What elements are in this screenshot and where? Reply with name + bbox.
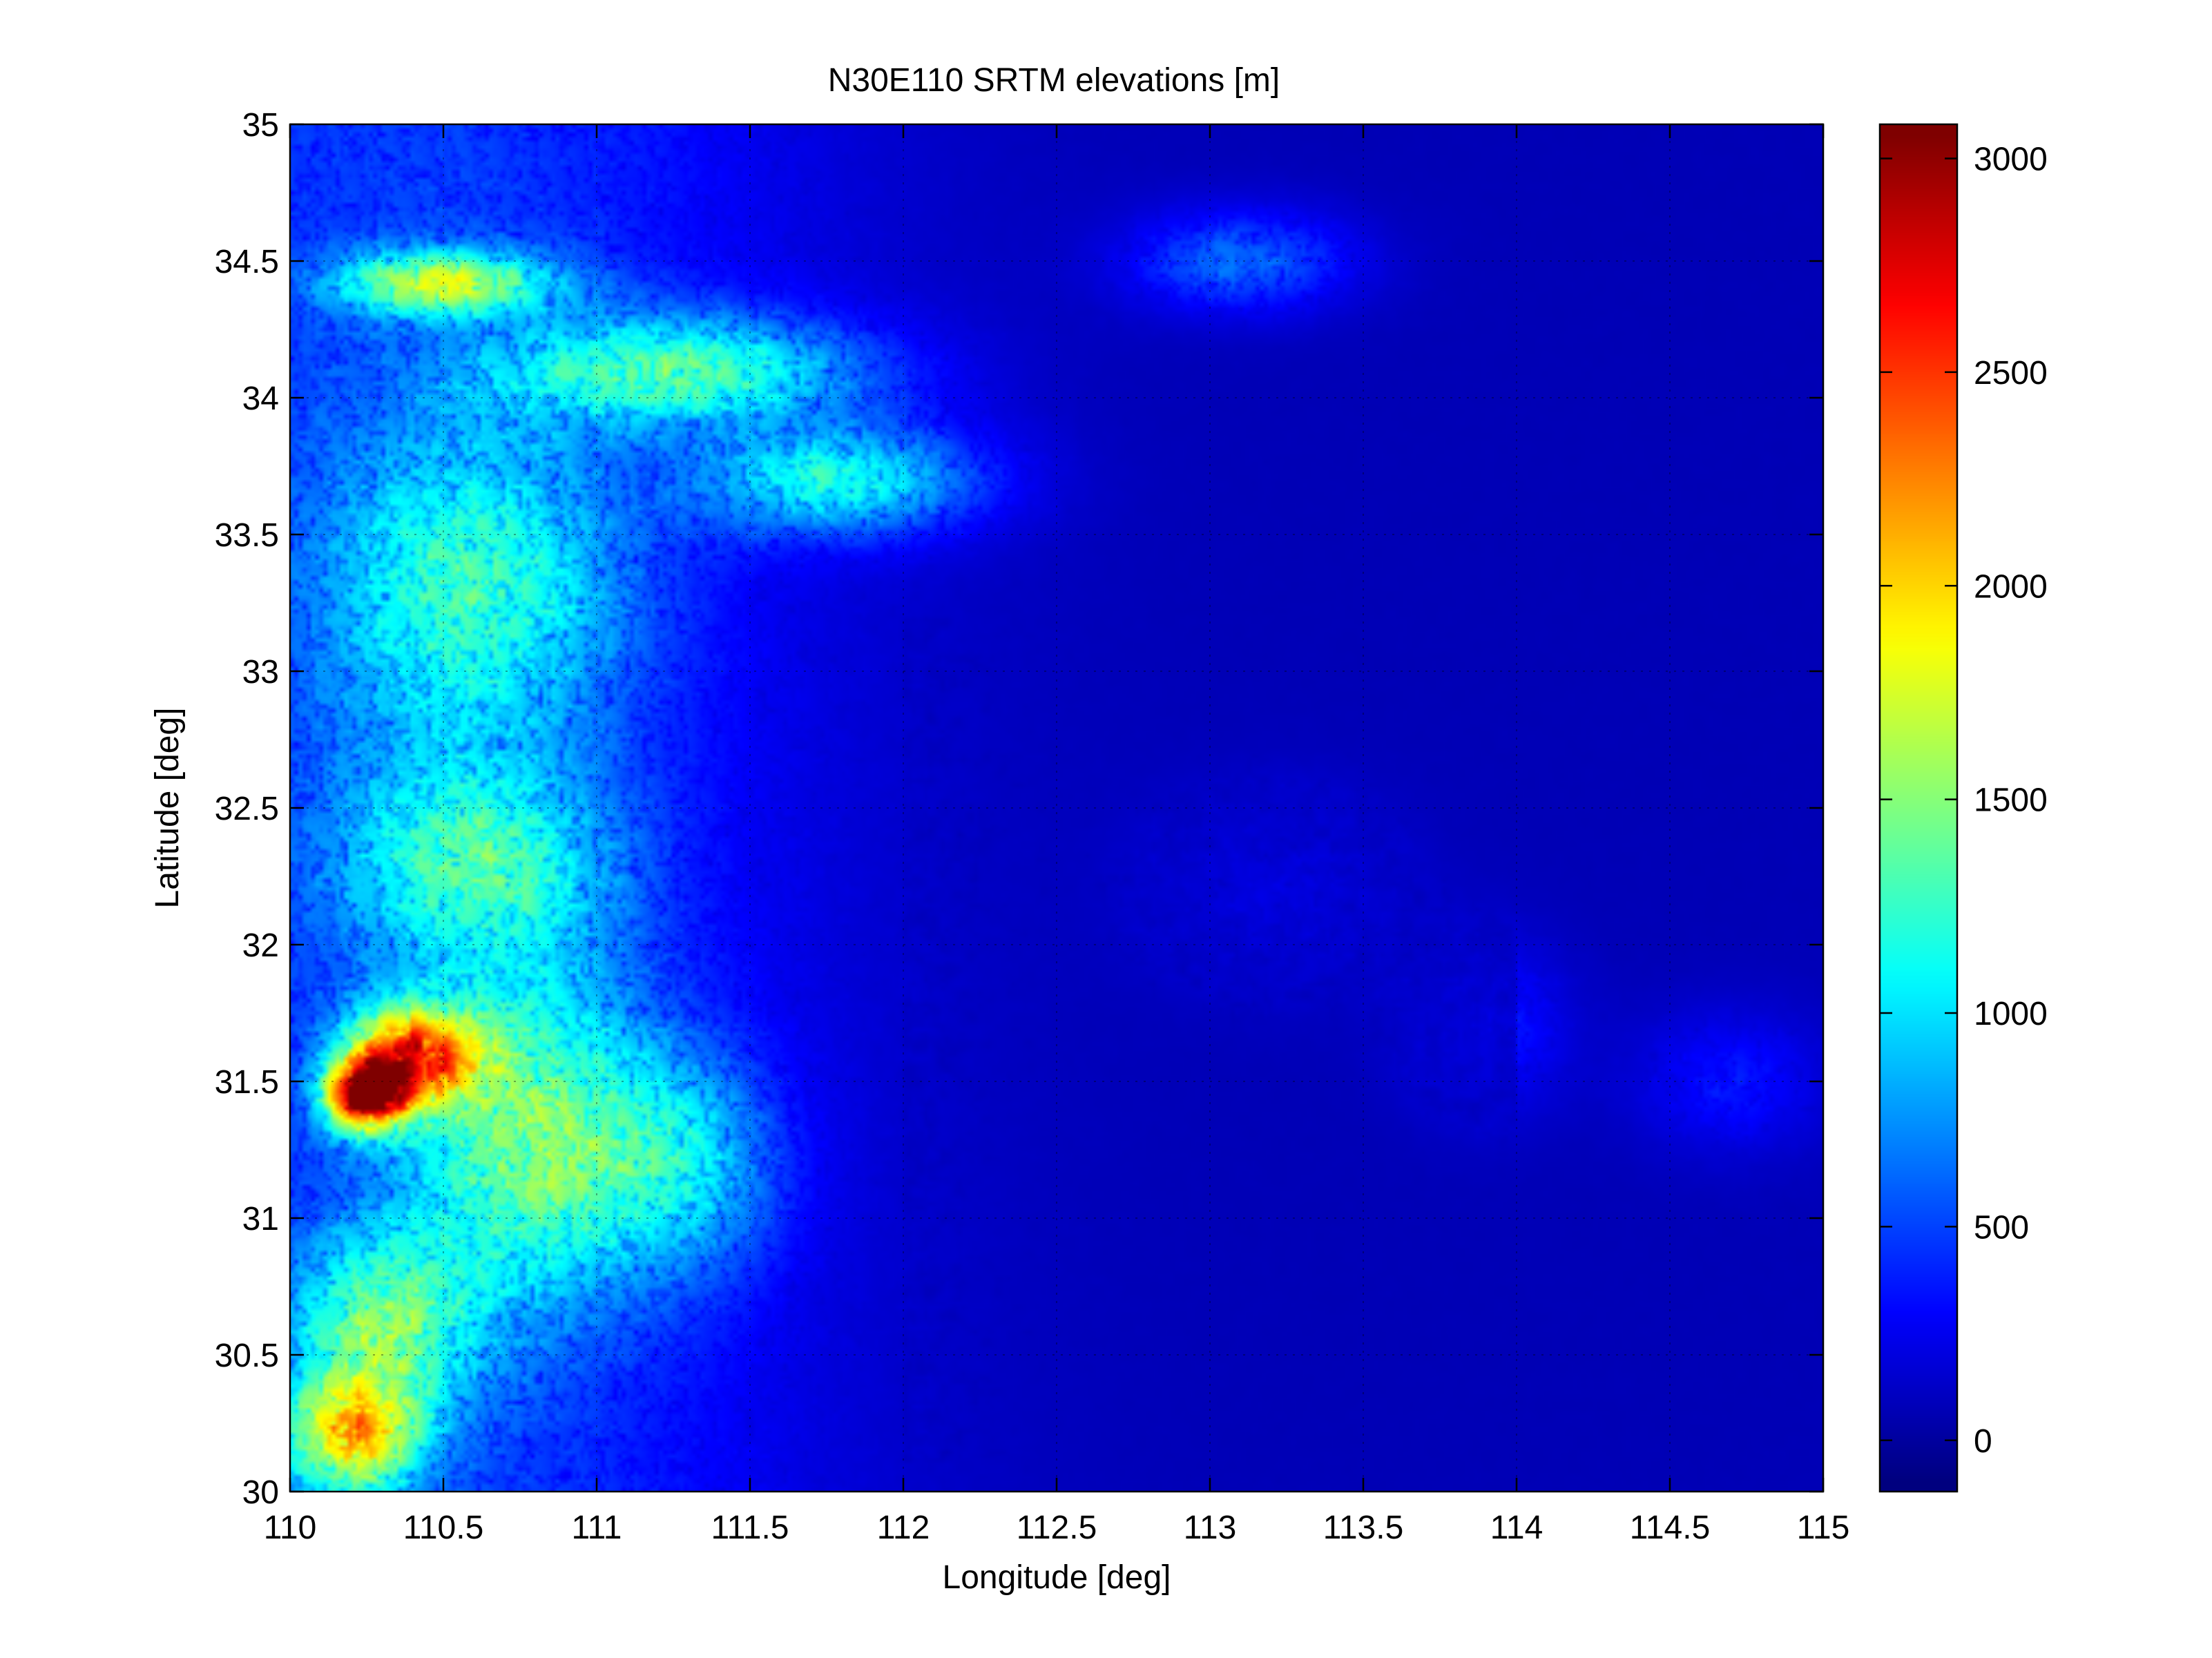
x-tick-label: 110 [264, 1510, 317, 1546]
x-tick-label: 110.5 [403, 1510, 484, 1546]
colorbar-tick-label: 0 [1974, 1423, 1992, 1460]
y-tick-label: 34 [242, 380, 279, 417]
y-tick-label: 34.5 [215, 244, 279, 280]
y-axis-label: Latitude [deg] [149, 708, 186, 909]
colorbar-frame [1878, 123, 1959, 1493]
colorbar-tick-label: 500 [1974, 1209, 2029, 1246]
grid-lines [290, 124, 1823, 1492]
y-tick-label: 32.5 [215, 791, 279, 827]
chart-title: N30E110 SRTM elevations [m] [828, 62, 1280, 99]
x-tick-label: 111.5 [711, 1510, 789, 1546]
x-tick-label: 115 [1797, 1510, 1850, 1546]
colorbar-tick-label: 2500 [1974, 355, 2048, 392]
colorbar-ticks: 0 500 1000 1500 2000 2500 3000 [1880, 142, 2048, 1460]
y-axis-ticks: 30 30.5 31 31.5 32 32.5 33 33.5 34 34.5 35 [215, 107, 1823, 1511]
y-tick-label: 33 [242, 654, 279, 691]
colorbar-gradient [1880, 124, 1957, 1492]
x-axis-ticks: 110 110.5 111 111.5 112 112.5 113 113.5 114 114.5… [264, 124, 1850, 1546]
y-tick-label: 32 [242, 927, 279, 964]
colorbar-tick-label: 3000 [1974, 142, 2048, 178]
y-tick-label: 35 [242, 107, 279, 144]
plot-area: 110 110.5 111 111.5 112 112.5 113 113.5 114 114.5… [215, 107, 1850, 1546]
colorbar-tick-label: 1500 [1974, 782, 2048, 819]
x-tick-label: 113 [1184, 1510, 1237, 1546]
y-tick-label: 31.5 [215, 1064, 279, 1101]
colorbar-tick-label: 1000 [1974, 996, 2048, 1032]
y-tick-label: 33.5 [215, 517, 279, 554]
x-tick-label: 112.5 [1017, 1510, 1097, 1546]
x-tick-label: 114 [1490, 1510, 1543, 1546]
colorbar-tick-label: 2000 [1974, 568, 2048, 605]
colorbar: 0 500 1000 1500 2000 2500 3000 [1878, 123, 2048, 1493]
y-tick-label: 30.5 [215, 1338, 279, 1374]
x-tick-label: 114.5 [1630, 1510, 1711, 1546]
x-tick-label: 113.5 [1323, 1510, 1404, 1546]
y-tick-label: 30 [242, 1474, 279, 1511]
y-tick-label: 31 [242, 1201, 279, 1237]
x-axis-label: Longitude [deg] [943, 1559, 1171, 1596]
x-tick-label: 111 [572, 1510, 622, 1546]
x-tick-label: 112 [877, 1510, 930, 1546]
